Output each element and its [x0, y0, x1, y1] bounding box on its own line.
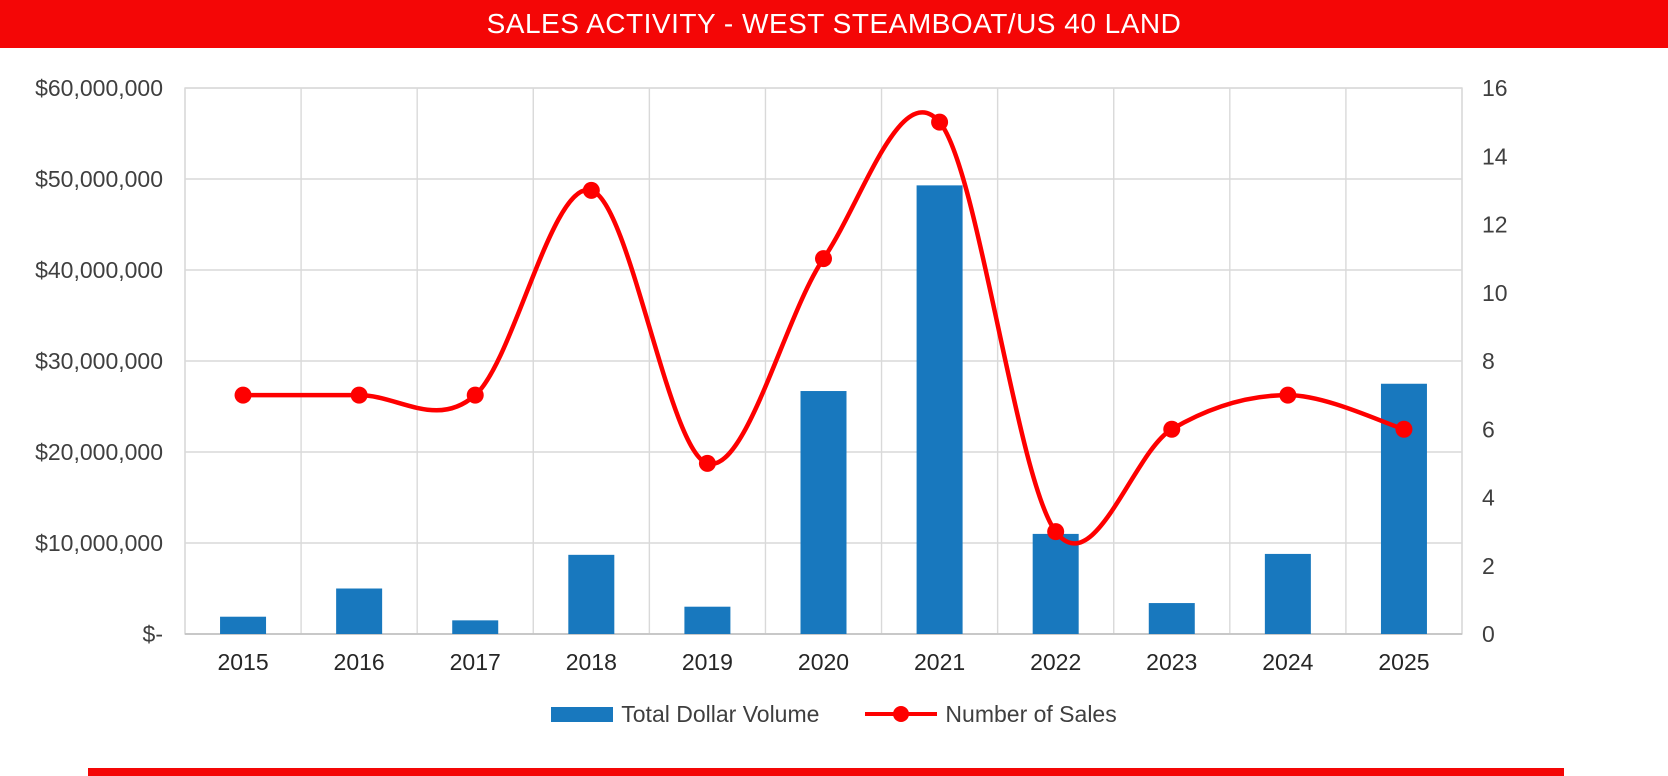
svg-text:12: 12 — [1482, 212, 1508, 238]
svg-text:2021: 2021 — [914, 649, 965, 675]
svg-text:8: 8 — [1482, 348, 1495, 374]
legend-item-total-dollar-volume: Total Dollar Volume — [551, 701, 819, 728]
svg-text:0: 0 — [1482, 621, 1495, 647]
svg-text:$40,000,000: $40,000,000 — [35, 257, 163, 283]
svg-text:2023: 2023 — [1146, 649, 1197, 675]
svg-text:16: 16 — [1482, 75, 1508, 101]
svg-text:$10,000,000: $10,000,000 — [35, 530, 163, 556]
svg-text:2019: 2019 — [682, 649, 733, 675]
svg-text:$20,000,000: $20,000,000 — [35, 439, 163, 465]
legend-item-number-of-sales: Number of Sales — [865, 700, 1117, 728]
svg-text:2: 2 — [1482, 553, 1495, 579]
plot-area: $- $10,000,000 $20,000,000 $30,000,000 $40,0… — [0, 48, 1668, 688]
svg-text:2017: 2017 — [450, 649, 501, 675]
svg-text:$60,000,000: $60,000,000 — [35, 75, 163, 101]
chart-title: SALES ACTIVITY - WEST STEAMBOAT/US 40 LA… — [486, 8, 1182, 39]
svg-text:6: 6 — [1482, 416, 1495, 442]
svg-text:2024: 2024 — [1262, 649, 1313, 675]
svg-text:14: 14 — [1482, 143, 1508, 169]
next-section-red-bar — [88, 768, 1564, 776]
legend-label-number-of-sales: Number of Sales — [945, 700, 1117, 727]
svg-text:$30,000,000: $30,000,000 — [35, 348, 163, 374]
chart-legend: Total Dollar Volume Number of Sales — [0, 692, 1668, 736]
svg-text:$-: $- — [143, 621, 163, 647]
svg-text:2016: 2016 — [334, 649, 385, 675]
svg-text:2018: 2018 — [566, 649, 617, 675]
svg-text:$50,000,000: $50,000,000 — [35, 166, 163, 192]
svg-text:2015: 2015 — [217, 649, 268, 675]
line-series-swatch-icon — [865, 706, 938, 722]
legend-label-total-dollar-volume: Total Dollar Volume — [621, 700, 820, 727]
svg-text:2022: 2022 — [1030, 649, 1081, 675]
svg-text:2020: 2020 — [798, 649, 849, 675]
svg-text:2025: 2025 — [1378, 649, 1429, 675]
svg-text:10: 10 — [1482, 280, 1508, 306]
svg-text:4: 4 — [1482, 485, 1495, 511]
chart-title-bar: SALES ACTIVITY - WEST STEAMBOAT/US 40 LA… — [0, 0, 1668, 48]
bar-series-swatch-icon — [551, 706, 614, 722]
chart-canvas: $- $10,000,000 $20,000,000 $30,000,000 $40,0… — [35, 75, 1508, 675]
